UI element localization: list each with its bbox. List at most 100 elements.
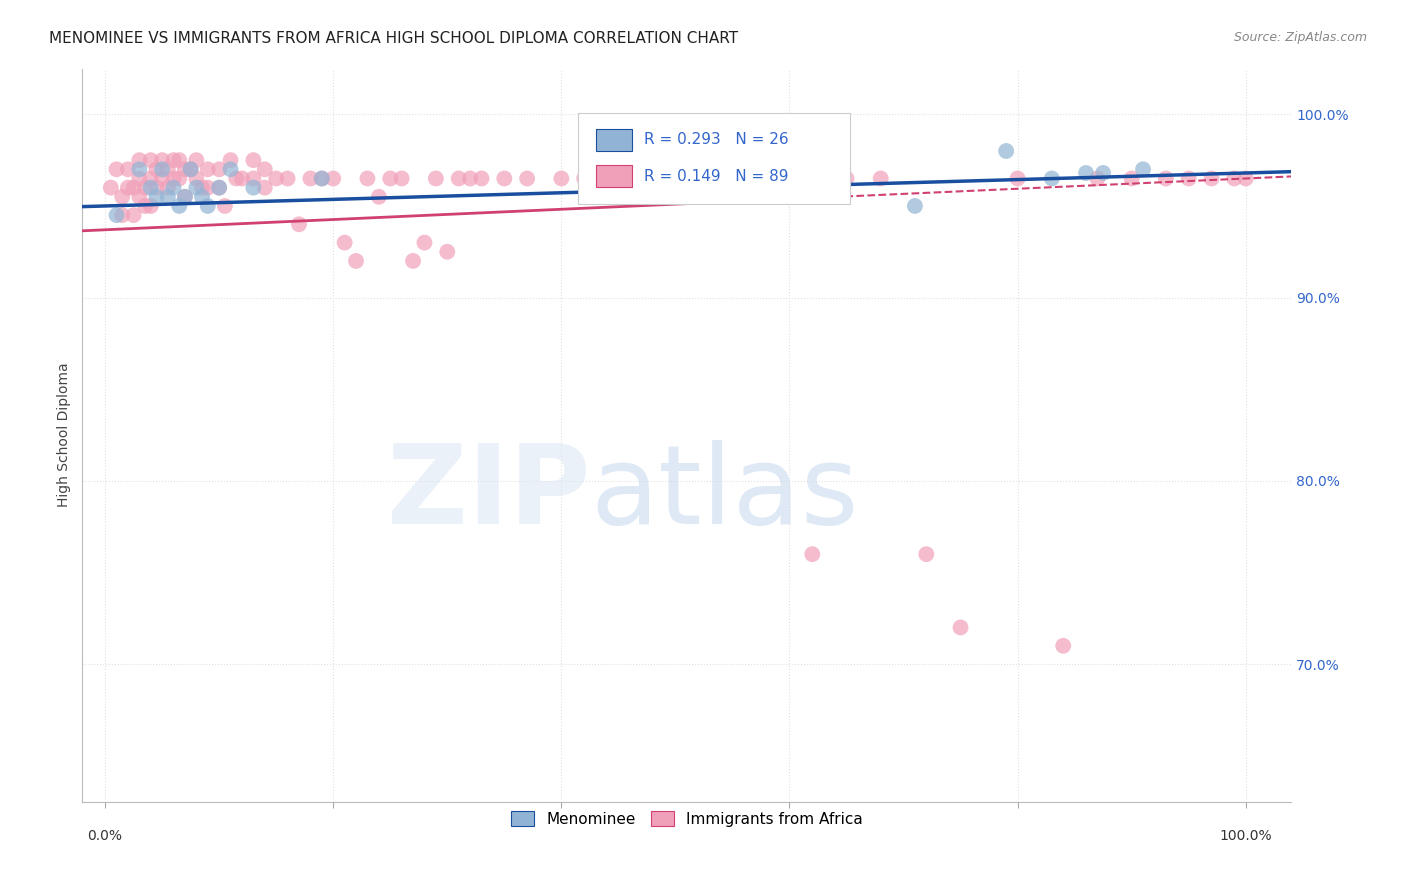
- Point: [344, 254, 367, 268]
- Point: [162, 180, 184, 194]
- Point: [904, 199, 927, 213]
- Point: [253, 162, 276, 177]
- Point: [380, 171, 402, 186]
- Text: Source: ZipAtlas.com: Source: ZipAtlas.com: [1233, 31, 1367, 45]
- Point: [111, 190, 134, 204]
- Point: [1007, 171, 1029, 186]
- Point: [391, 171, 413, 186]
- Point: [1087, 171, 1109, 186]
- Point: [122, 208, 145, 222]
- Point: [174, 190, 197, 204]
- Point: [174, 190, 197, 204]
- Point: [242, 180, 264, 194]
- Point: [835, 171, 858, 186]
- Point: [242, 171, 264, 186]
- Point: [186, 153, 208, 168]
- Text: ZIP: ZIP: [387, 440, 591, 547]
- Point: [162, 171, 184, 186]
- Point: [128, 190, 150, 204]
- Point: [231, 171, 253, 186]
- Point: [150, 171, 173, 186]
- FancyBboxPatch shape: [596, 128, 633, 151]
- Point: [139, 171, 162, 186]
- Point: [122, 180, 145, 194]
- Point: [100, 180, 122, 194]
- Point: [105, 208, 128, 222]
- Text: R = 0.293   N = 26: R = 0.293 N = 26: [644, 132, 789, 147]
- Point: [550, 171, 572, 186]
- Text: atlas: atlas: [591, 440, 859, 547]
- Point: [264, 171, 287, 186]
- Point: [134, 180, 156, 194]
- Point: [208, 180, 231, 194]
- Text: 100.0%: 100.0%: [1219, 829, 1272, 843]
- Point: [367, 190, 389, 204]
- Point: [311, 171, 333, 186]
- Point: [242, 153, 264, 168]
- Point: [145, 162, 167, 177]
- Point: [156, 190, 179, 204]
- Point: [1234, 171, 1257, 186]
- Point: [436, 244, 458, 259]
- Point: [162, 153, 184, 168]
- Point: [1177, 171, 1199, 186]
- Point: [180, 162, 202, 177]
- Point: [733, 171, 755, 186]
- FancyBboxPatch shape: [596, 165, 633, 187]
- Y-axis label: High School Diploma: High School Diploma: [58, 363, 72, 508]
- Point: [1201, 171, 1223, 186]
- Point: [128, 162, 150, 177]
- Point: [191, 180, 214, 194]
- Point: [425, 171, 447, 186]
- Point: [139, 153, 162, 168]
- Point: [766, 171, 789, 186]
- Point: [145, 180, 167, 194]
- Point: [174, 162, 197, 177]
- Point: [150, 153, 173, 168]
- Point: [311, 171, 333, 186]
- Legend: Menominee, Immigrants from Africa: Menominee, Immigrants from Africa: [503, 803, 870, 834]
- Point: [186, 180, 208, 194]
- Point: [139, 199, 162, 213]
- Point: [197, 199, 219, 213]
- Point: [277, 171, 299, 186]
- Point: [1132, 162, 1154, 177]
- FancyBboxPatch shape: [578, 112, 851, 204]
- Point: [167, 153, 190, 168]
- Point: [333, 235, 356, 250]
- Point: [447, 171, 470, 186]
- Point: [949, 620, 972, 634]
- Point: [1121, 171, 1143, 186]
- Point: [596, 171, 619, 186]
- Point: [253, 180, 276, 194]
- Point: [197, 180, 219, 194]
- Point: [208, 162, 231, 177]
- Point: [150, 162, 173, 177]
- Point: [214, 199, 236, 213]
- Point: [1040, 171, 1063, 186]
- Point: [801, 547, 824, 561]
- Point: [572, 171, 595, 186]
- Point: [494, 171, 516, 186]
- Text: 0.0%: 0.0%: [87, 829, 122, 843]
- Point: [516, 171, 538, 186]
- Point: [167, 171, 190, 186]
- Text: MENOMINEE VS IMMIGRANTS FROM AFRICA HIGH SCHOOL DIPLOMA CORRELATION CHART: MENOMINEE VS IMMIGRANTS FROM AFRICA HIGH…: [49, 31, 738, 46]
- Point: [219, 153, 242, 168]
- Point: [699, 171, 721, 186]
- Point: [458, 171, 481, 186]
- Point: [139, 180, 162, 194]
- Point: [197, 162, 219, 177]
- Point: [813, 153, 835, 168]
- Point: [219, 162, 242, 177]
- Point: [664, 171, 686, 186]
- Point: [995, 144, 1018, 158]
- Point: [1154, 171, 1177, 186]
- Point: [869, 171, 891, 186]
- Point: [145, 190, 167, 204]
- Point: [322, 171, 344, 186]
- Point: [356, 171, 378, 186]
- Point: [288, 217, 311, 231]
- Point: [208, 180, 231, 194]
- Point: [641, 171, 664, 186]
